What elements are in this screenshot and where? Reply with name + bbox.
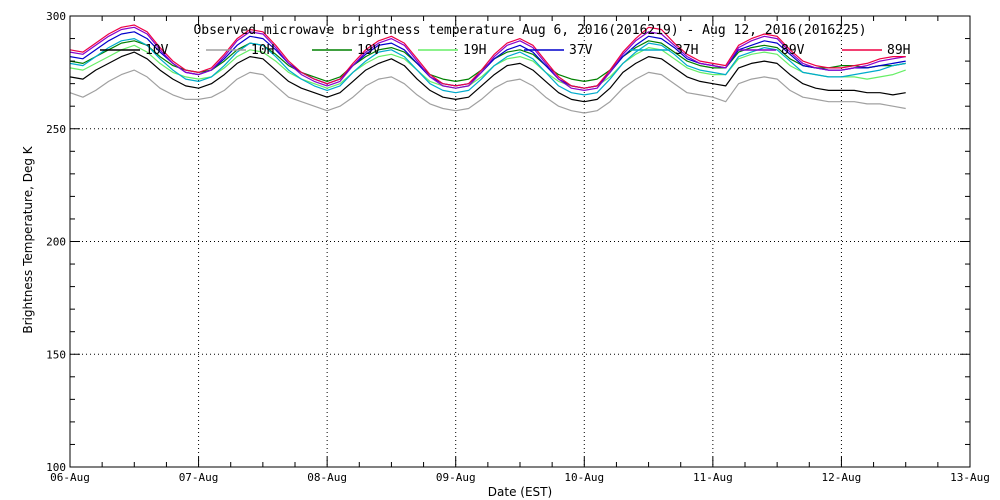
series-line-37h — [69, 37, 906, 96]
y-tick-label: 200 — [46, 236, 66, 249]
series-line-89v — [69, 26, 906, 92]
series-line-10v — [69, 51, 906, 103]
legend-label-19h: 19H — [463, 43, 486, 58]
x-tick-label: 06-Aug — [50, 471, 90, 484]
legend-label-89h: 89H — [887, 43, 910, 58]
y-tick-label: 250 — [46, 123, 66, 136]
grid-layer — [70, 16, 970, 467]
y-tick-label: 150 — [46, 348, 66, 361]
series-layer — [69, 24, 906, 114]
y-tick-label: 300 — [46, 10, 66, 23]
x-tick-label: 09-Aug — [436, 471, 476, 484]
x-tick-label: 07-Aug — [179, 471, 219, 484]
y-axis-title: Brightness Temperature, Deg K — [21, 145, 35, 333]
x-tick-label: 10-Aug — [564, 471, 604, 484]
series-line-10h — [69, 69, 906, 114]
series-line-89h — [69, 24, 906, 89]
x-tick-label: 12-Aug — [822, 471, 862, 484]
x-tick-label: 13-Aug — [950, 471, 990, 484]
legend-label-10v: 10V — [145, 43, 169, 58]
y-tick-label: 100 — [46, 461, 66, 474]
legend-label-89v: 89V — [781, 43, 805, 58]
x-tick-label: 11-Aug — [693, 471, 733, 484]
legend-label-19v: 19V — [357, 43, 381, 58]
chart-title: Observed microwave brightness temperatur… — [193, 23, 866, 38]
x-axis-title: Date (EST) — [488, 485, 552, 499]
legend-label-37v: 37V — [569, 43, 593, 58]
x-tick-label: 08-Aug — [307, 471, 347, 484]
legend-label-37h: 37H — [675, 43, 698, 58]
legend-label-10h: 10H — [251, 43, 274, 58]
legend: 10V 10H 19V 19H 37V 37H 89V 89H — [100, 43, 910, 58]
tick-layer: 06-Aug 07-Aug 08-Aug 09-Aug 10-Aug 11-Aug 12-A… — [46, 10, 990, 484]
